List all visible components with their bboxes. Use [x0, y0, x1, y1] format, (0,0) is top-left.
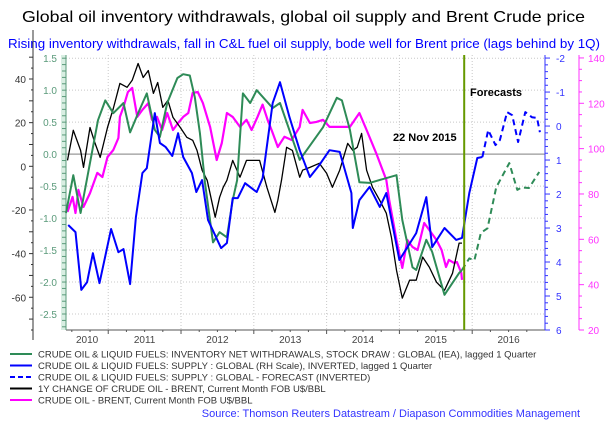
chart-title: Global oil inventory withdrawals, global… — [22, 9, 585, 26]
blue-axis-label: 1 — [556, 156, 562, 167]
blue-axis-label: 4 — [556, 258, 562, 269]
pink-axis-label: 40 — [588, 281, 600, 292]
green-axis-label: -1.0 — [40, 214, 58, 225]
green-axis-label: -2.5 — [40, 310, 58, 321]
x-tick-label: 2012 — [206, 335, 229, 346]
series-line-left — [66, 62, 462, 299]
blue-axis-label: 5 — [556, 292, 562, 303]
left-axis-label: -40 — [12, 250, 27, 261]
x-tick-label: 2013 — [279, 335, 302, 346]
series-line-blue — [67, 81, 483, 291]
blue-axis-label: 6 — [556, 326, 562, 337]
pink-axis-label: 100 — [588, 145, 605, 156]
pink-axis-label: 20 — [588, 326, 600, 337]
legend-label: 1Y CHANGE OF CRUDE OIL - BRENT, Current … — [38, 384, 326, 395]
left-axis-label: -60 — [12, 293, 27, 304]
series-line-green-forecast — [461, 162, 541, 271]
x-tick-label: 2015 — [425, 335, 448, 346]
axes: 2010 2011 2012 2013 2014 2015 201640200-20-40-… — [12, 30, 605, 346]
pink-axis-label: 60 — [588, 235, 600, 246]
blue-axis-label: 2 — [556, 190, 562, 201]
legend-label: CRUDE OIL - BRENT, Current Month FOB U$/… — [38, 396, 253, 407]
left-axis-label: 40 — [15, 75, 27, 86]
chart-subtitle: Rising inventory withdrawals, fall in C&… — [8, 37, 600, 51]
green-axis-label: 1.0 — [43, 86, 57, 97]
green-axis-label: -2.0 — [40, 278, 58, 289]
legend-label: CRUDE OIL & LIQUID FUELS: SUPPLY : GLOBA… — [38, 361, 432, 372]
blue-axis-label: 0 — [556, 122, 562, 133]
blue-axis-label: -2 — [556, 54, 565, 65]
pink-axis-label: 120 — [588, 99, 605, 110]
date-marker-label: 22 Nov 2015 — [393, 132, 457, 144]
green-axis-label: 0.0 — [43, 150, 57, 161]
blue-axis-label: -1 — [556, 88, 565, 99]
x-tick-label: 2014 — [352, 335, 375, 346]
series-layer — [65, 62, 541, 299]
left-axis-label: 20 — [15, 119, 27, 130]
source-note: Source: Thomson Reuters Datastream / Dia… — [202, 408, 580, 420]
legend: CRUDE OIL & LIQUID FUELS: INVENTORY NET … — [10, 350, 536, 407]
left-axis-label: 0 — [20, 162, 26, 173]
left-axis-label: -20 — [12, 206, 27, 217]
series-line-blue-forecast — [481, 111, 541, 158]
green-axis-label: 0.5 — [43, 118, 57, 129]
x-tick-label: 2016 — [497, 335, 520, 346]
forecasts-label: Forecasts — [470, 87, 522, 99]
legend-label: CRUDE OIL & LIQUID FUELS: INVENTORY NET … — [38, 350, 536, 361]
pink-axis-label: 80 — [588, 190, 600, 201]
green-axis-label: 1.5 — [43, 54, 57, 65]
legend-label: CRUDE OIL & LIQUID FUELS: SUPPLY : GLOBA… — [38, 373, 370, 384]
blue-axis-label: 3 — [556, 224, 562, 235]
x-tick-label: 2011 — [134, 335, 156, 346]
green-axis-label: -0.5 — [40, 182, 58, 193]
pink-axis-label: 140 — [588, 54, 605, 65]
green-axis-label: -1.5 — [40, 246, 58, 257]
x-tick-label: 2010 — [76, 335, 99, 346]
